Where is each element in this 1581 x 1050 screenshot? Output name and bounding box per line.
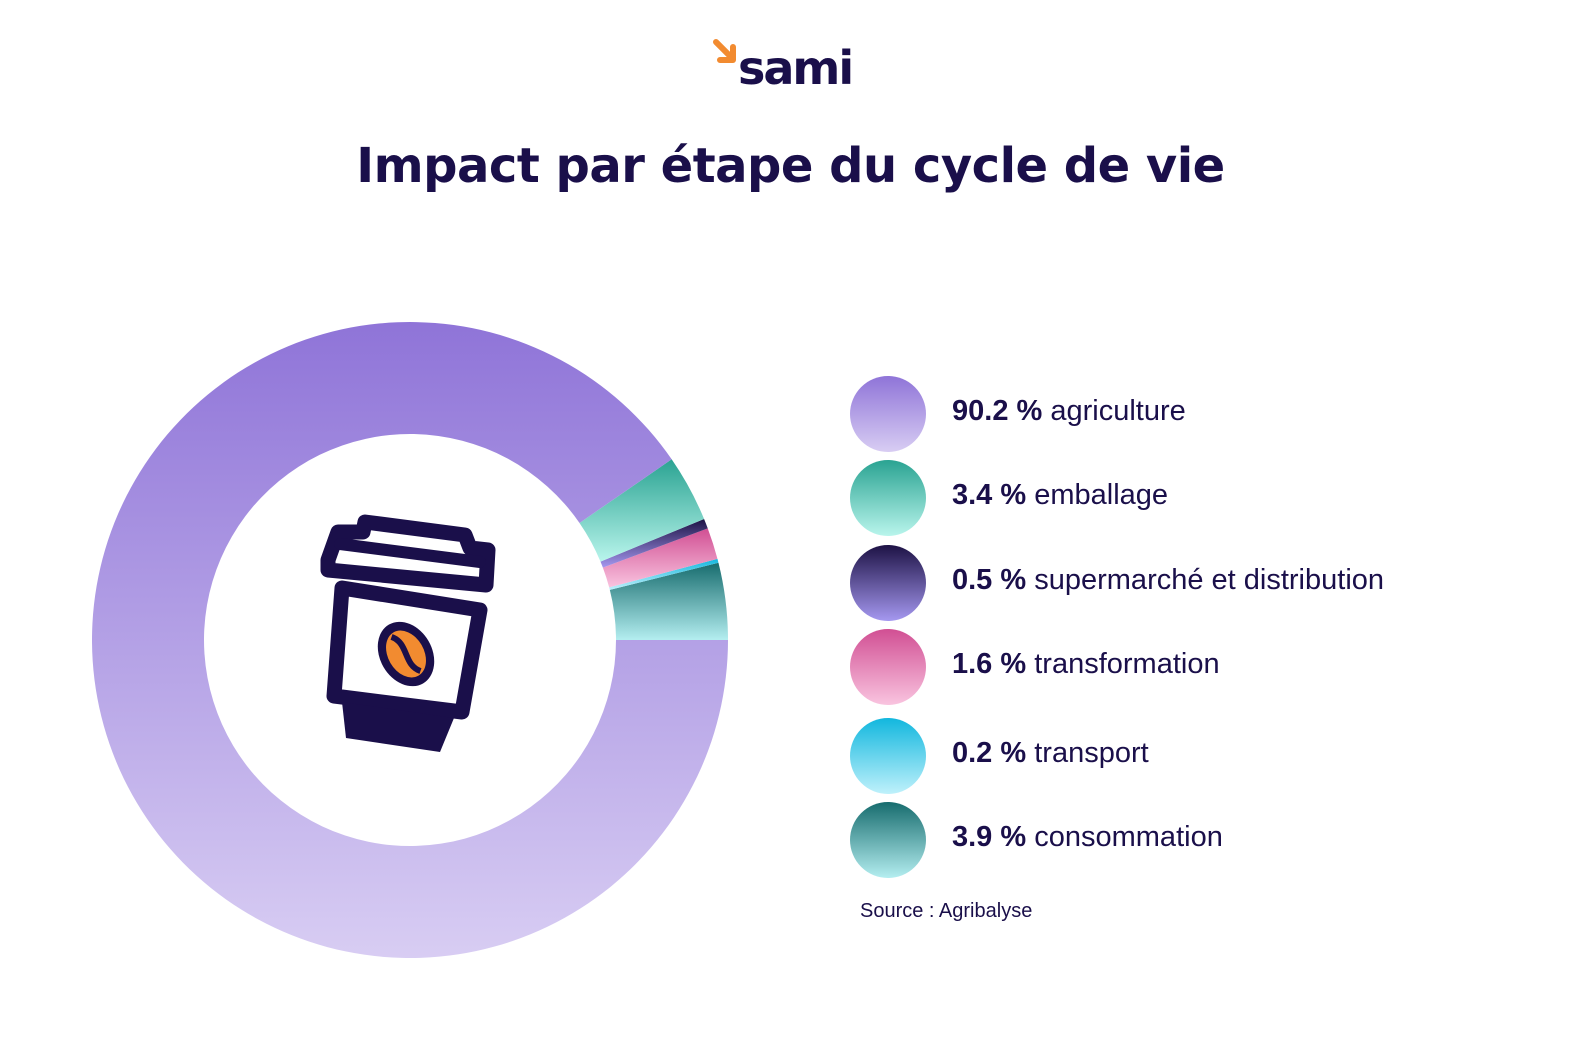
legend-label: 0.2 % transport xyxy=(952,737,1149,769)
legend-item-supermarche: 0.5 % supermarché et distribution xyxy=(850,545,1550,621)
slice-transport xyxy=(609,558,719,590)
slice-supermarche xyxy=(600,519,708,568)
legend-swatch xyxy=(850,802,926,878)
legend-item-agriculture: 90.2 % agriculture xyxy=(850,376,1550,452)
legend-swatch xyxy=(850,718,926,794)
donut-chart xyxy=(91,321,729,958)
legend-item-transformation: 1.6 % transformation xyxy=(850,629,1550,705)
legend-label: 3.4 % emballage xyxy=(952,479,1169,511)
legend-label: 0.5 % supermarché et distribution xyxy=(952,564,1385,596)
legend-swatch xyxy=(850,460,926,536)
slice-transformation xyxy=(602,528,718,588)
legend-swatch xyxy=(850,545,926,621)
chart-title: Impact par étape du cycle de vie xyxy=(356,138,1225,194)
legend-label: 90.2 % agriculture xyxy=(952,395,1186,427)
legend-label: 1.6 % transformation xyxy=(952,648,1220,680)
slice-agriculture xyxy=(91,321,729,958)
legend-item-transport: 0.2 % transport xyxy=(850,718,1550,794)
legend-label: 3.9 % consommation xyxy=(952,821,1223,853)
logo-wordmark: sami xyxy=(738,41,854,95)
legend-item-emballage: 3.4 % emballage xyxy=(850,460,1550,536)
slice-emballage xyxy=(579,459,705,562)
arrow-icon xyxy=(713,39,736,63)
legend-swatch xyxy=(850,629,926,705)
legend-item-consommation: 3.9 % consommation xyxy=(850,802,1550,878)
source-note: Source : Agribalyse xyxy=(860,900,1033,922)
coffee-cup-icon xyxy=(320,514,496,752)
slice-consommation xyxy=(609,562,728,640)
sami-logo: sami xyxy=(712,36,862,100)
legend-swatch xyxy=(850,376,926,452)
